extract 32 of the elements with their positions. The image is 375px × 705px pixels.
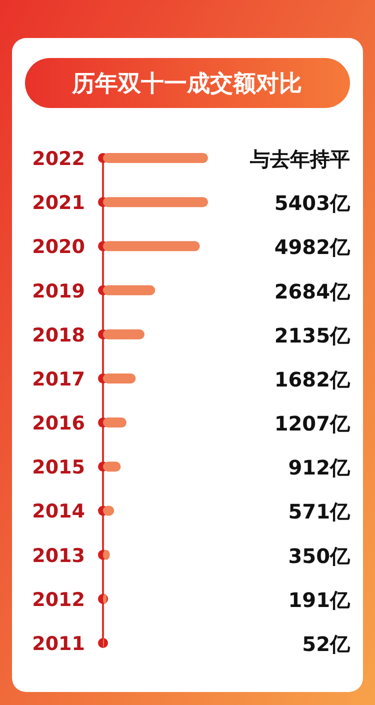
bar xyxy=(103,418,126,428)
data-label: 4982亿 xyxy=(274,235,351,260)
data-label: 191亿 xyxy=(288,588,351,612)
bar xyxy=(103,285,156,296)
y-tick-label: 2014 xyxy=(32,500,85,523)
y-tick-label: 2022 xyxy=(32,148,85,170)
data-label: 5403亿 xyxy=(274,191,351,216)
data-label: 2135亿 xyxy=(274,323,351,348)
y-tick-label: 2012 xyxy=(32,588,85,611)
bar xyxy=(103,329,144,340)
y-tick-label: 2019 xyxy=(32,280,85,302)
data-label: 与去年持平 xyxy=(249,147,350,171)
y-tick-label: 2013 xyxy=(32,544,85,567)
bar xyxy=(103,153,208,163)
y-tick-label: 2016 xyxy=(32,412,85,435)
y-tick-label: 2018 xyxy=(32,324,85,346)
y-tick-label: 2011 xyxy=(32,633,85,655)
data-label: 350亿 xyxy=(288,544,351,568)
bar xyxy=(103,197,208,208)
y-tick-label: 2015 xyxy=(32,456,85,479)
data-label: 571亿 xyxy=(288,500,351,524)
y-tick-label: 2017 xyxy=(32,368,85,390)
data-label: 1682亿 xyxy=(274,367,351,392)
bar xyxy=(103,241,200,252)
y-tick-label: 2020 xyxy=(32,236,85,258)
y-tick-label: 2021 xyxy=(32,192,85,214)
data-label: 2684亿 xyxy=(274,279,351,304)
data-label: 1207亿 xyxy=(274,412,351,436)
chart-title: 历年双十一成交额对比 xyxy=(71,70,302,97)
data-label: 912亿 xyxy=(288,456,351,480)
bar xyxy=(103,373,136,384)
data-label: 52亿 xyxy=(302,632,351,656)
